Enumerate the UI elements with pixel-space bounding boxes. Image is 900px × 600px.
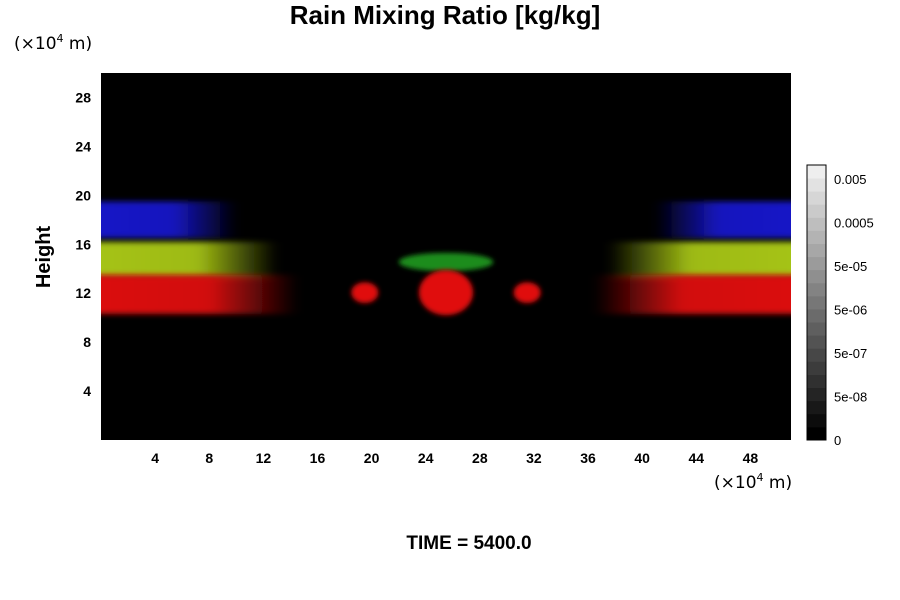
x-axis-unit: (×104 m) bbox=[714, 471, 792, 493]
y-axis-label: Height bbox=[33, 226, 55, 289]
center-green-arc bbox=[398, 252, 494, 272]
colorbar-label: 5e-06 bbox=[834, 303, 867, 318]
colorbar-frame bbox=[806, 164, 827, 441]
colorbar-label: 5e-08 bbox=[834, 390, 867, 405]
y-axis-ticks: 4 8 12 16 20 24 28 bbox=[75, 89, 91, 399]
x-tick-label: 36 bbox=[580, 450, 596, 466]
x-tick-label: 24 bbox=[418, 450, 434, 466]
colorbar-segment bbox=[807, 387, 826, 402]
colorbar-segment bbox=[807, 269, 826, 284]
colorbar-segment bbox=[807, 413, 826, 428]
y-tick-label: 28 bbox=[75, 89, 91, 105]
colorbar-labels: 0.005 0.0005 5e-05 5e-06 5e-07 5e-08 0 bbox=[834, 172, 874, 448]
y-tick-label: 4 bbox=[83, 383, 91, 399]
colorbar-segment bbox=[807, 426, 826, 441]
y-axis-unit: (×104 m) bbox=[14, 32, 92, 54]
colorbar-segment bbox=[807, 348, 826, 362]
center-red-core bbox=[418, 269, 474, 316]
right-red-band bbox=[594, 274, 791, 314]
colorbar-segment bbox=[807, 309, 826, 323]
colorbar-segment bbox=[807, 165, 826, 179]
rain-features bbox=[101, 201, 791, 316]
colorbar-label: 0 bbox=[834, 433, 841, 448]
colorbar-label: 5e-05 bbox=[834, 259, 867, 274]
colorbar bbox=[806, 164, 827, 441]
y-tick-label: 12 bbox=[75, 285, 91, 301]
x-axis-ticks: 4 8 12 16 20 24 28 32 36 40 44 48 bbox=[151, 450, 758, 466]
plot-area bbox=[101, 73, 791, 440]
x-tick-label: 12 bbox=[256, 450, 272, 466]
colorbar-segment bbox=[807, 217, 826, 231]
x-tick-label: 32 bbox=[526, 450, 542, 466]
left-red-blob bbox=[351, 282, 379, 303]
colorbar-segment bbox=[807, 322, 826, 336]
colorbar-label: 0.005 bbox=[834, 172, 867, 187]
left-red-band bbox=[101, 274, 298, 314]
right-red-blob bbox=[513, 282, 541, 303]
x-tick-label: 40 bbox=[634, 450, 650, 466]
colorbar-segment bbox=[807, 361, 826, 375]
colorbar-segment bbox=[807, 335, 826, 349]
x-tick-label: 16 bbox=[310, 450, 326, 466]
left-yellow-band bbox=[101, 241, 277, 279]
colorbar-segment bbox=[807, 230, 826, 244]
left-blue-band bbox=[101, 201, 237, 239]
colorbar-segment bbox=[807, 400, 826, 415]
colorbar-segment bbox=[807, 243, 826, 258]
y-tick-label: 16 bbox=[75, 236, 91, 252]
y-tick-label: 20 bbox=[75, 187, 91, 203]
time-label: TIME = 5400.0 bbox=[406, 533, 531, 554]
colorbar-segment bbox=[807, 295, 826, 310]
x-tick-label: 20 bbox=[364, 450, 380, 466]
right-yellow-band bbox=[608, 241, 791, 279]
colorbar-segment bbox=[807, 256, 826, 271]
colorbar-segment bbox=[807, 204, 826, 218]
colorbar-label: 0.0005 bbox=[834, 216, 874, 231]
x-tick-label: 4 bbox=[151, 450, 159, 466]
right-blue-band bbox=[655, 201, 791, 239]
colorbar-label: 5e-07 bbox=[834, 346, 867, 361]
colorbar-segment bbox=[807, 374, 826, 389]
x-tick-label: 8 bbox=[205, 450, 213, 466]
x-tick-label: 28 bbox=[472, 450, 488, 466]
colorbar-segment bbox=[807, 191, 826, 205]
x-tick-label: 44 bbox=[689, 450, 705, 466]
colorbar-segment bbox=[807, 282, 826, 297]
chart-title: Rain Mixing Ratio [kg/kg] bbox=[290, 0, 601, 30]
y-tick-label: 8 bbox=[83, 334, 91, 350]
colorbar-segment bbox=[807, 178, 826, 192]
x-tick-label: 48 bbox=[743, 450, 759, 466]
y-tick-label: 24 bbox=[75, 138, 91, 154]
